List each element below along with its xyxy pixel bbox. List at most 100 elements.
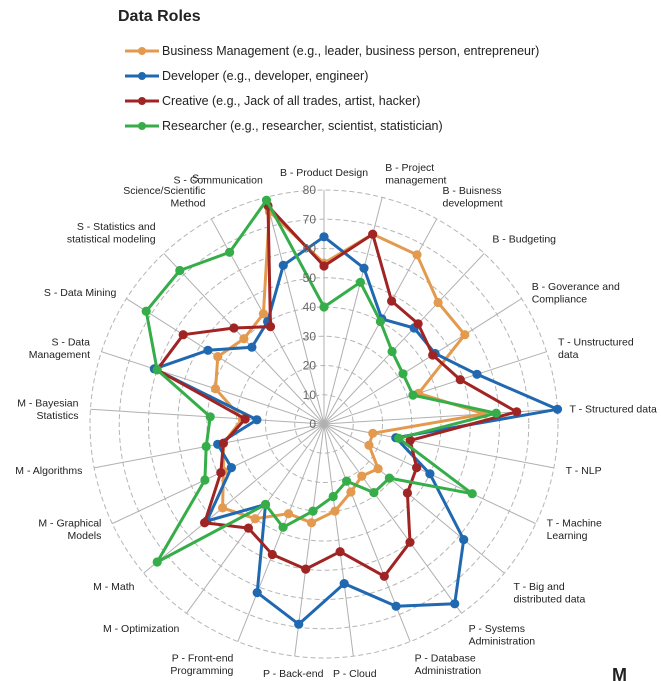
data-point xyxy=(398,369,408,379)
tick-label: 20 xyxy=(303,359,317,373)
data-point xyxy=(205,412,215,422)
category-label: M - Bayesian Statistics xyxy=(17,397,78,422)
data-point xyxy=(250,514,260,524)
data-point xyxy=(210,384,221,394)
data-point xyxy=(379,571,389,581)
data-point xyxy=(218,503,228,513)
data-point xyxy=(252,588,262,598)
data-point xyxy=(226,463,236,473)
category-label: M - Optimization xyxy=(103,623,180,635)
category-label: B - Budgeting xyxy=(492,234,556,246)
data-point xyxy=(152,365,162,375)
data-point xyxy=(203,345,213,355)
data-point xyxy=(319,302,329,312)
spoke xyxy=(323,423,462,614)
data-point xyxy=(355,277,365,287)
legend-item: Developer (e.g., developer, engineer) xyxy=(124,63,539,88)
category-label: M - Algorithms xyxy=(15,465,82,477)
data-point xyxy=(512,407,522,417)
data-point xyxy=(258,309,268,319)
legend-item: Researcher (e.g., researcher, scientist,… xyxy=(124,113,539,138)
data-point xyxy=(375,316,385,327)
legend-swatch xyxy=(125,46,159,55)
category-label: T - Machine Learning xyxy=(547,518,602,543)
data-point xyxy=(141,306,151,316)
tick-label: 40 xyxy=(303,300,317,314)
category-label: S - Data Mining xyxy=(44,287,117,299)
series-layer xyxy=(141,195,563,629)
data-point xyxy=(152,557,162,567)
spoke xyxy=(265,197,325,425)
data-point xyxy=(412,250,422,260)
category-label: M - Math xyxy=(93,581,135,593)
data-point xyxy=(433,297,443,308)
data-point xyxy=(413,319,423,329)
data-point xyxy=(552,404,563,414)
data-point xyxy=(319,261,329,271)
legend-swatch xyxy=(125,96,159,105)
category-label-layer: B - Product Design B - Project managementB… xyxy=(15,162,657,681)
legend-swatch xyxy=(125,121,159,130)
legend-label: Researcher (e.g., researcher, scientist,… xyxy=(162,118,443,133)
legend-item: Creative (e.g., Jack of all trades, arti… xyxy=(124,88,539,113)
legend-label: Creative (e.g., Jack of all trades, arti… xyxy=(162,93,421,108)
data-point xyxy=(229,323,239,333)
data-point xyxy=(306,518,317,528)
category-label: B - Project management xyxy=(385,162,446,187)
tick-label: 50 xyxy=(303,271,317,285)
category-label: T - NLP xyxy=(566,465,602,477)
data-point xyxy=(460,330,470,340)
legend-label: Business Management (e.g., leader, busin… xyxy=(162,43,540,58)
data-point xyxy=(472,369,482,379)
data-point xyxy=(346,487,356,497)
data-point xyxy=(175,265,185,276)
data-point xyxy=(278,522,288,532)
data-point xyxy=(178,330,188,340)
data-point xyxy=(265,322,276,332)
category-label: T - Big and distributed data xyxy=(514,581,586,606)
spoke xyxy=(126,298,325,425)
data-point xyxy=(200,475,210,485)
data-point xyxy=(428,350,438,360)
data-point xyxy=(252,415,262,425)
data-point xyxy=(364,440,374,450)
data-point xyxy=(342,476,352,486)
data-point xyxy=(391,601,401,611)
data-point xyxy=(412,463,422,473)
data-point xyxy=(218,438,228,448)
category-label: B - Product Design xyxy=(280,167,368,179)
data-point xyxy=(459,535,469,545)
data-point xyxy=(373,464,383,474)
tick-label: 0 xyxy=(309,417,316,431)
data-point xyxy=(369,488,379,498)
data-point xyxy=(368,428,378,438)
data-point xyxy=(467,489,477,499)
data-point xyxy=(201,441,211,452)
category-label: B - Buisness development xyxy=(443,185,503,210)
series-line xyxy=(152,235,559,626)
data-point xyxy=(384,473,394,483)
category-label: M - Graphical Models xyxy=(38,518,101,543)
spoke xyxy=(323,423,554,469)
data-point xyxy=(387,346,397,357)
data-point xyxy=(408,390,418,400)
data-point xyxy=(213,352,223,362)
tick-label: 80 xyxy=(303,183,317,197)
category-label: B - Goverance and Compliance xyxy=(532,281,620,306)
data-point xyxy=(240,414,250,424)
category-label: P - Systems Administration xyxy=(469,623,536,648)
grid-ring xyxy=(206,306,442,542)
category-label: S - Data Management xyxy=(29,337,90,362)
data-point xyxy=(328,491,338,502)
data-point xyxy=(405,435,415,445)
footer-glyph: M xyxy=(612,665,627,681)
spoke xyxy=(323,298,522,425)
tick-label: 10 xyxy=(303,388,317,402)
spoke xyxy=(323,423,505,574)
data-point xyxy=(294,619,304,629)
data-point xyxy=(261,195,272,205)
tick-label: 70 xyxy=(303,212,317,226)
data-point xyxy=(301,564,311,574)
